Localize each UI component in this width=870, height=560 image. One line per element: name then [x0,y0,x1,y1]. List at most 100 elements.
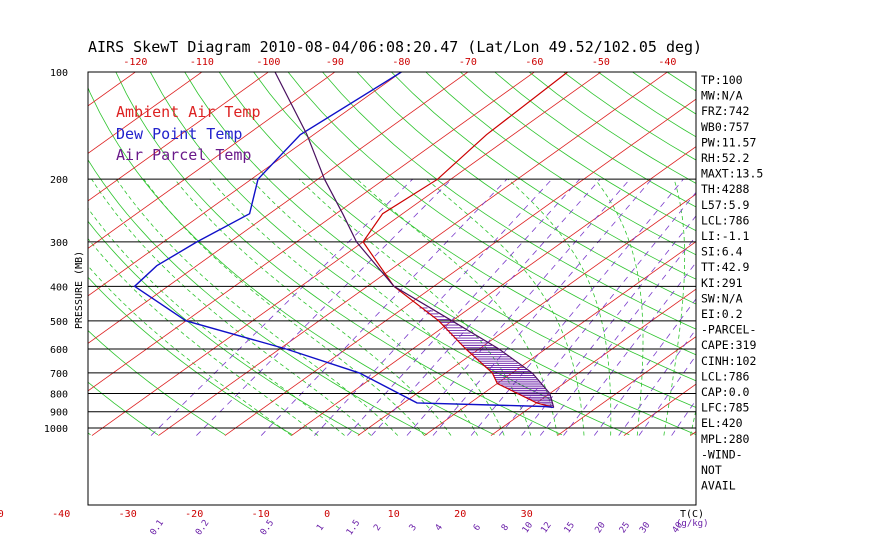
isotherm [291,146,696,436]
mixing-ratio-label: 1.5 [345,518,363,537]
moist-adiabat [356,178,558,436]
moist-adiabat [174,178,452,436]
pressure-tick-label: 800 [50,390,68,401]
isotherm [158,72,669,436]
stat-item: SI:6.4 [701,245,743,259]
isotherm [823,56,870,436]
stat-item: SW:N/A [701,291,743,305]
y-axis-title: PRESSURE (MB) [74,251,85,329]
mixing-ratio-label: 3 [408,523,419,533]
top-temp-tick-label: -40 [658,57,676,68]
top-temp-tick-label: -70 [459,57,477,68]
dewpoint-line [133,72,554,409]
isotherm [424,241,696,436]
moist-adiabat [663,179,686,436]
mixing-ratio-line [671,399,696,436]
chart-title: AIRS SkewT Diagram 2010-08-04/06:08:20.4… [88,38,702,56]
moist-adiabat [690,408,696,436]
mixing-ratio-label: 10 [521,521,535,536]
legend-dewpoint: Dew Point Temp [116,125,242,143]
isotherm [88,72,469,344]
bottom-temp-tick-label: -50 [0,509,4,520]
legend-parcel: Air Parcel Temp [116,146,251,164]
moist-adiabat [209,178,478,436]
moist-adiabat [91,178,372,436]
top-temp-tick-label: -100 [256,57,280,68]
dry-adiabat [736,72,870,435]
stat-item: CAPE:319 [701,338,756,352]
moist-adiabat [298,178,532,436]
mixing-ratio-label: 20 [593,521,607,536]
moist-adiabat [594,178,644,436]
stat-item: LFC:785 [701,401,749,415]
ambient-temp-line [362,72,568,408]
bottom-temp-tick-label: 10 [388,509,400,520]
moist-adiabat [88,207,345,436]
mixing-ratio-label: 1 [315,523,326,533]
isotherm [88,72,403,297]
mixing-ratio-label: 25 [618,521,632,536]
x-axis-title: T(C) [680,509,704,520]
cape-hatch-layer [419,307,554,408]
dry-adiabat [184,72,696,435]
mixing-ratio-line [347,178,581,436]
dry-adiabat [115,72,563,436]
top-temp-tick-label: -90 [326,57,344,68]
bottom-temp-tick-label: -10 [252,509,270,520]
mixing-ratio-line [371,178,601,436]
pressure-tick-label: 200 [50,175,68,186]
stat-item: TH:4288 [701,182,750,196]
stat-item: -WIND- [701,447,743,461]
dry-adiabat [425,72,696,256]
moist-adiabat [250,178,505,436]
isotherm [224,98,696,436]
mixing-ratio-line [196,178,452,436]
stat-item: EI:0.2 [701,307,743,321]
series-layer [133,72,568,409]
mixing-axis-title: (g/kg) [676,519,709,529]
mixing-ratio-label: 4 [434,523,445,533]
isotherm [757,56,870,436]
mixing-ratio-label: 2 [372,523,383,533]
dry-adiabat [632,72,696,115]
mixing-ratio-line [593,298,696,436]
mixing-ratio-label: 12 [539,521,553,536]
dry-adiabat [805,72,870,435]
stat-item: EL:420 [701,416,743,430]
stat-item: L57:5.9 [701,198,750,212]
bottom-temp-tick-label: -30 [119,509,137,520]
top-temp-tick-label: -50 [592,57,610,68]
top-temp-tick-label: -120 [123,57,147,68]
moist-adiabat [88,265,292,436]
stat-item: LI:-1.1 [701,229,750,243]
top-temp-tick-label: -110 [190,57,214,68]
stat-item: KI:291 [701,276,743,290]
mixing-ratio-label: 8 [500,523,511,533]
parcel-line [274,72,555,408]
pressure-tick-label: 400 [50,282,68,293]
dry-adiabat [287,72,696,356]
isotherm [88,72,336,249]
mixing-ratio-label: 0.1 [149,518,167,537]
dry-adiabat [88,381,159,436]
stat-item: NOT [701,463,722,477]
dry-adiabat [88,330,226,436]
mixing-ratio-label: 15 [563,521,577,536]
isotherm [0,56,92,436]
pressure-tick-label: 700 [50,369,68,380]
mixing-ratio-label: 30 [638,521,652,536]
dry-adiabat [356,72,696,305]
stat-item: LCL:786 [701,369,750,383]
grid-layer [0,56,870,436]
pressure-tick-label: 500 [50,317,68,328]
dry-adiabat [0,72,23,435]
dry-adiabat [218,72,696,408]
pressure-tick-label: 1000 [44,424,68,435]
isotherm [0,56,25,436]
stat-item: MPL:280 [701,432,750,446]
top-temp-tick-label: -60 [525,57,543,68]
isotherm [357,193,696,436]
stat-item: TT:42.9 [701,260,750,274]
